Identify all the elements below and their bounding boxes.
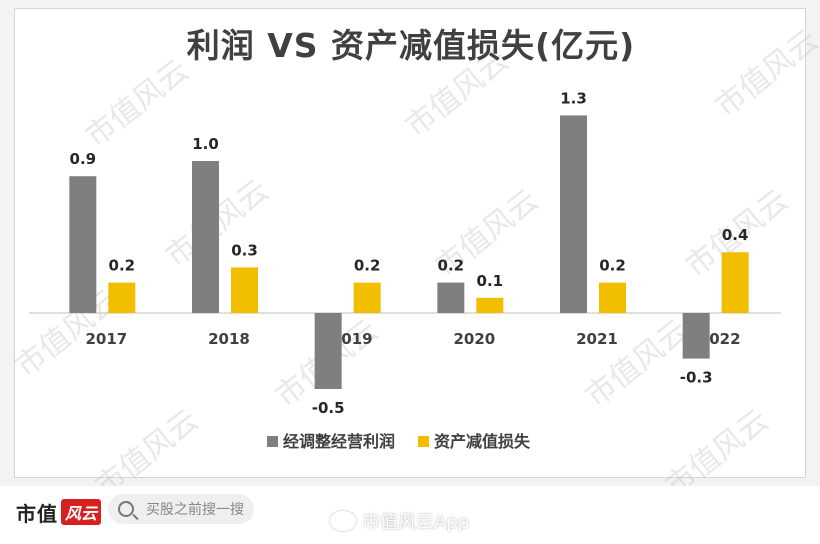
bar-profit [560, 115, 587, 314]
bar-profit [192, 161, 219, 313]
bar-impairment [231, 267, 258, 313]
bar-profit [314, 313, 342, 389]
data-label: 1.3 [560, 89, 587, 107]
data-label: 0.3 [231, 241, 258, 259]
search-box[interactable]: 买股之前搜一搜 [108, 494, 254, 524]
data-label: 0.1 [477, 272, 504, 290]
chart-card: 市值风云 市值风云 市值风云 市值风云 市值风云 市值风云 市值风云 市值风云 … [9, 8, 820, 504]
brand-mark: 风云 [61, 499, 102, 525]
data-label: 0.2 [354, 257, 381, 275]
legend-swatch [267, 436, 278, 447]
bar-impairment [108, 282, 136, 313]
search-icon [118, 501, 134, 517]
bar-chart: 20170.90.220181.00.32019-0.50.220200.20.… [29, 89, 781, 451]
legend-label: 经调整经营利润 [283, 432, 395, 451]
bar-profit [69, 176, 97, 313]
data-label: 0.2 [109, 257, 136, 275]
footer-bar: 市值 风云 买股之前搜一搜 市值风云App [0, 486, 820, 544]
data-label: -0.5 [312, 399, 345, 417]
x-tick-label: 2017 [85, 330, 127, 348]
data-label: -0.3 [680, 369, 713, 387]
data-label: 1.0 [192, 135, 219, 153]
bar-impairment [721, 252, 749, 313]
brand-logo[interactable]: 市值 风云 [16, 498, 102, 526]
bar-profit [682, 313, 710, 359]
x-tick-label: 2018 [208, 330, 250, 348]
data-label: 0.9 [70, 150, 97, 168]
data-label: 0.2 [599, 257, 626, 275]
data-label: 0.2 [438, 257, 465, 275]
bar-profit [437, 282, 465, 313]
legend-swatch [418, 436, 429, 447]
search-placeholder: 买股之前搜一搜 [146, 502, 244, 518]
bar-impairment [599, 282, 626, 313]
bar-impairment [353, 282, 381, 313]
chart-title: 利润 VS 资产减值损失(亿元) [186, 26, 636, 65]
x-tick-label: 2021 [576, 330, 618, 348]
brand-text: 市值 [16, 501, 58, 526]
weibo-icon [330, 511, 356, 531]
app-credit: 市值风云App [330, 508, 469, 534]
bar-impairment [476, 297, 504, 313]
legend-label: 资产减值损失 [434, 432, 531, 451]
data-label: 0.4 [722, 226, 749, 244]
x-tick-label: 2020 [453, 330, 495, 348]
app-credit-text: 市值风云App [362, 512, 470, 533]
